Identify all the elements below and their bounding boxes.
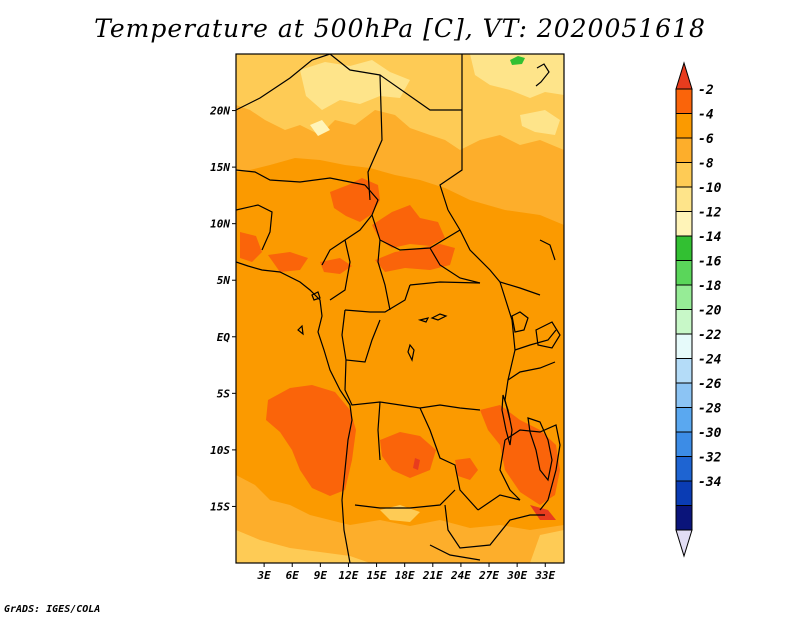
colorbar-label: -10	[698, 181, 722, 196]
map-title: Temperature at 500hPa [C], VT: 202005161…	[94, 14, 706, 43]
colorbar-segment	[675, 382, 693, 408]
colorbar-segment	[675, 137, 693, 163]
lon-tick-label: 15E	[367, 569, 387, 582]
lon-tick-label: 3E	[256, 569, 271, 582]
colorbar-label: -34	[698, 475, 722, 490]
colorbar-segment	[675, 162, 693, 188]
colorbar-segment	[675, 358, 693, 384]
lat-tick-label: 5N	[217, 274, 231, 287]
colorbar-segment	[675, 309, 693, 335]
lat-tick-label: 20N	[209, 105, 230, 118]
lon-tick-label: 30E	[506, 569, 527, 582]
lat-tick-label: 5S	[217, 387, 231, 400]
colorbar-segment	[675, 113, 693, 139]
lon-tick-label: 9E	[314, 569, 328, 582]
latitude-axis: 20N 15N 10N 5N EQ 5S 10S 15S	[209, 105, 236, 513]
colorbar-label: -28	[698, 402, 722, 417]
colorbar-label: -6	[698, 132, 714, 147]
colorbar-segment	[675, 284, 693, 310]
colorbar: -2 -4 -6 -8 -10 -12 -14 -16 -18 -20 -22 -24 -26 -28 -3…	[675, 61, 722, 558]
lon-tick-label: 18E	[395, 569, 415, 582]
colorbar-bottom-arrow	[675, 529, 693, 558]
colorbar-label: -20	[698, 304, 722, 319]
colorbar-top-arrow	[675, 61, 693, 90]
temperature-field	[236, 54, 564, 563]
colorbar-segment	[675, 456, 693, 482]
colorbar-label: -18	[698, 279, 722, 294]
colorbar-label: -8	[698, 157, 714, 172]
lon-tick-label: 21E	[422, 569, 443, 582]
colorbar-label: -32	[698, 451, 722, 466]
footer-credit: GrADS: IGES/COLA	[4, 604, 101, 615]
colorbar-segment	[675, 431, 693, 457]
lon-tick-label: 12E	[339, 569, 359, 582]
colorbar-label: -14	[698, 230, 722, 245]
lon-tick-label: 6E	[286, 569, 300, 582]
colorbar-segment	[675, 88, 693, 114]
longitude-axis: 3E 6E 9E 12E 15E 18E 21E 24E 27E 30E 33E	[256, 563, 556, 582]
lon-tick-label: 33E	[534, 569, 555, 582]
colorbar-segment	[675, 505, 693, 531]
lat-tick-label: 15S	[210, 500, 230, 513]
colorbar-label: -22	[698, 328, 722, 343]
colorbar-segment	[675, 235, 693, 261]
colorbar-label: -2	[698, 83, 714, 98]
colorbar-label: -16	[698, 255, 722, 270]
colorbar-segment	[675, 260, 693, 286]
lat-tick-label: 10S	[210, 444, 230, 457]
colorbar-segment	[675, 480, 693, 506]
colorbar-label: -24	[698, 353, 722, 368]
colorbar-segment	[675, 333, 693, 359]
lat-tick-label: 15N	[210, 161, 230, 174]
boundary-lines	[236, 54, 561, 563]
colorbar-label: -26	[698, 377, 722, 392]
colorbar-label: -12	[698, 206, 722, 221]
lat-tick-label: EQ	[217, 331, 231, 344]
lat-tick-label: 10N	[210, 218, 230, 231]
colorbar-segment	[675, 186, 693, 212]
colorbar-segment	[675, 211, 693, 237]
lon-tick-label: 27E	[478, 569, 499, 582]
colorbar-segment	[675, 407, 693, 433]
map-frame	[235, 53, 565, 564]
lon-tick-label: 24E	[450, 569, 471, 582]
colorbar-label: -4	[698, 108, 714, 123]
colorbar-label: -30	[698, 426, 722, 441]
